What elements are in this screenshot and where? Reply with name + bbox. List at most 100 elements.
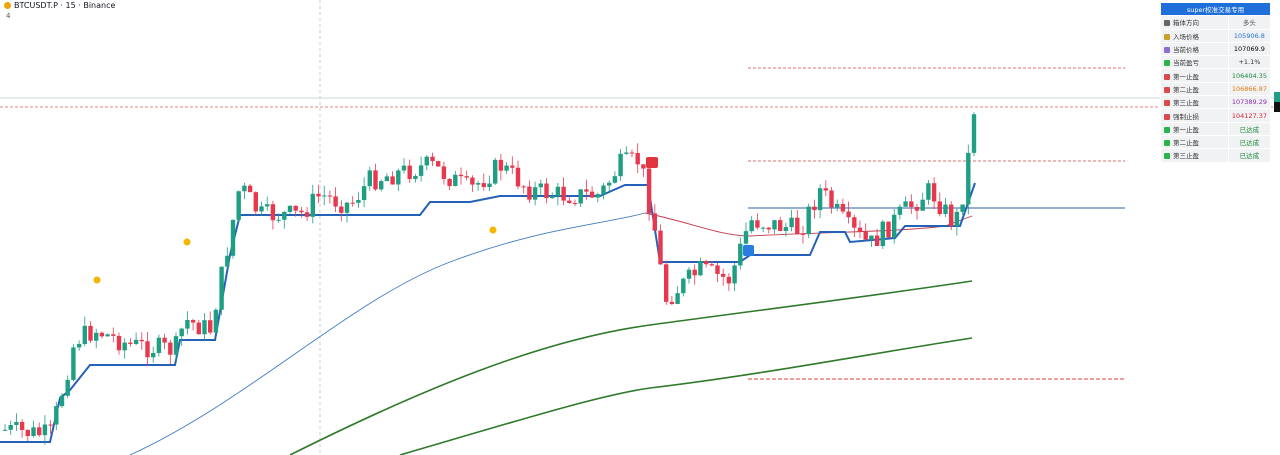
candle-body <box>82 325 87 344</box>
candle-body <box>265 204 270 207</box>
candle-body <box>755 220 760 228</box>
panel-row: 入场价格 105906.8 <box>1160 28 1272 43</box>
candle-body <box>230 219 236 256</box>
candle-body <box>145 341 150 358</box>
candle-body <box>880 221 885 247</box>
ma-line <box>644 212 973 237</box>
candle-body <box>675 293 680 304</box>
candle-body <box>869 235 874 240</box>
candle-body <box>732 265 737 284</box>
signal-dot <box>489 226 497 234</box>
candle-body <box>225 255 230 267</box>
candle-body <box>88 325 93 341</box>
candle-body <box>561 186 566 201</box>
candle-body <box>686 269 692 279</box>
candle-body <box>304 212 310 217</box>
candle-body <box>903 201 908 207</box>
row-value: 已达成 <box>1227 121 1272 136</box>
ma-line <box>129 212 646 455</box>
candle-body <box>629 152 635 154</box>
cell-text: 当前盈亏 <box>1173 59 1199 68</box>
candle-body <box>897 206 903 215</box>
candle-body <box>42 424 48 436</box>
candle-body <box>333 196 338 207</box>
candle-body <box>111 334 116 336</box>
row-value: 106866.87 <box>1227 81 1272 97</box>
candle-body <box>874 235 880 247</box>
candle-body <box>128 342 133 344</box>
cell-text: 106866.87 <box>1231 84 1267 93</box>
candle-body <box>481 183 486 188</box>
cell-text: 已达成 <box>1239 139 1260 148</box>
row-value: 104127.37 <box>1227 108 1272 123</box>
candle-body <box>213 309 219 333</box>
candle-body <box>726 276 732 284</box>
candle-body <box>835 203 840 208</box>
panel-row: 当前盈亏 +1.1% <box>1160 55 1272 70</box>
candle-body <box>276 219 281 221</box>
cell-text: 第三止盈 <box>1173 99 1199 108</box>
candle-body <box>458 174 464 177</box>
cell-text: 多头 <box>1242 19 1256 28</box>
candle-body <box>578 189 583 204</box>
candle-body <box>367 170 372 187</box>
candle-body <box>846 211 851 218</box>
candle-body <box>538 183 543 188</box>
candle-body <box>344 202 350 213</box>
candle-body <box>789 217 794 228</box>
row-label: 第二止盈 <box>1160 134 1229 150</box>
info-panel: super校准交易专用 箱体方向 多头 入场价格 105906.8 当前价格 107069… <box>1160 1 1272 163</box>
candle-body <box>76 343 82 348</box>
cell-text: 箱体方向 <box>1173 19 1199 28</box>
candle-body <box>396 170 401 185</box>
candle-body <box>436 161 441 167</box>
cell-text: 104127.37 <box>1231 111 1267 120</box>
candle-body <box>236 191 241 220</box>
candle-body <box>567 200 572 204</box>
candle-body <box>379 181 384 190</box>
candle-body <box>493 159 498 184</box>
candle-body <box>664 264 669 302</box>
cell-text: 107069.9 <box>1233 45 1265 54</box>
candle-body <box>65 379 70 396</box>
candle-body <box>259 206 264 212</box>
candle-body <box>464 176 469 178</box>
candle-body <box>937 201 942 215</box>
cell-text: 第二止盈 <box>1173 139 1199 148</box>
candle-body <box>310 193 315 217</box>
candle-body <box>544 183 549 199</box>
candle-body <box>612 176 618 183</box>
candle-body <box>94 332 99 341</box>
symbol-icon <box>4 2 11 9</box>
row-label: 箱体方向 <box>1160 15 1229 30</box>
row-value: +1.1% <box>1227 55 1272 70</box>
row-value: 107069.9 <box>1227 41 1272 57</box>
row-label: 第一止盈 <box>1160 121 1229 136</box>
panel-row: 第一止盈 已达成 <box>1160 121 1272 136</box>
buy-marker <box>743 245 754 256</box>
candle-body <box>350 202 355 204</box>
candle-body <box>339 206 344 213</box>
candle-body <box>817 188 823 211</box>
panel-row: 强制止损 104127.37 <box>1160 108 1272 123</box>
candle-body <box>247 185 253 193</box>
candle-body <box>886 221 891 238</box>
candle-body <box>715 265 720 274</box>
candle-body <box>122 342 127 351</box>
candle-body <box>698 261 703 276</box>
row-icon <box>1164 113 1170 120</box>
candle-body <box>401 165 407 171</box>
candle-body <box>863 231 868 240</box>
candle-body <box>601 185 606 195</box>
candle-body <box>892 214 897 238</box>
candle-body <box>384 176 390 182</box>
candle-body <box>71 347 76 380</box>
cell-text: 107389.29 <box>1231 98 1267 107</box>
symbol-text[interactable]: BTCUSDT.P · 15 · Binance <box>14 1 116 10</box>
indicator-count[interactable]: 4 <box>6 12 11 20</box>
candle-body <box>361 186 367 201</box>
candle-body <box>202 320 207 335</box>
candle-body <box>914 206 920 211</box>
panel-row: 箱体方向 多头 <box>1160 15 1272 30</box>
candle-body <box>823 188 828 191</box>
